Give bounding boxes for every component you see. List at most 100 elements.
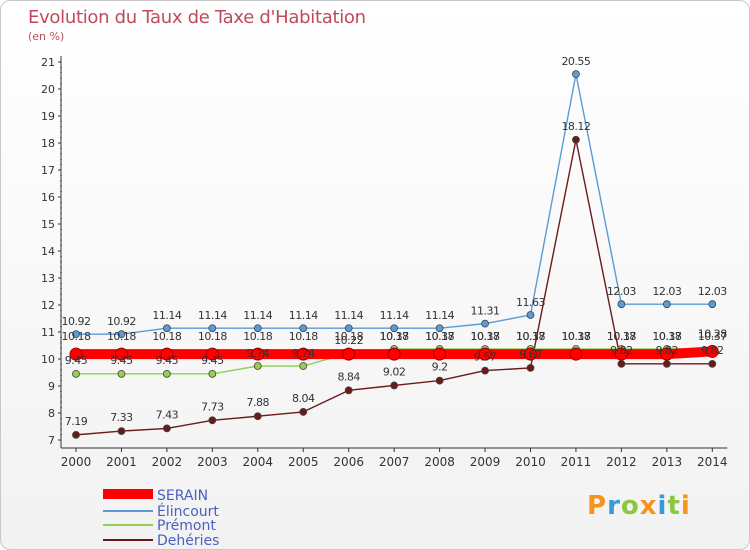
y-tick-label: 18 bbox=[41, 137, 55, 150]
data-point bbox=[478, 347, 492, 361]
data-label: 11.14 bbox=[289, 309, 318, 322]
x-tick-label: 2006 bbox=[333, 455, 364, 469]
y-tick-label: 7 bbox=[48, 434, 55, 447]
data-label: 9.02 bbox=[383, 365, 406, 378]
y-tick-label: 19 bbox=[41, 110, 55, 123]
data-point bbox=[390, 381, 399, 390]
x-tick-label: 2001 bbox=[106, 455, 137, 469]
data-point bbox=[708, 359, 717, 368]
data-label: 10.92 bbox=[62, 315, 91, 328]
data-point bbox=[253, 362, 262, 370]
y-tick-label: 11 bbox=[41, 326, 55, 339]
data-point bbox=[617, 359, 626, 368]
data-point bbox=[117, 427, 126, 435]
data-label: 10.37 bbox=[561, 330, 590, 343]
data-point bbox=[72, 430, 80, 439]
data-point bbox=[299, 408, 308, 416]
data-point bbox=[526, 311, 535, 319]
data-label: 10.18 bbox=[198, 330, 227, 343]
data-label: 11.31 bbox=[471, 305, 500, 318]
data-label: 9.45 bbox=[156, 354, 179, 367]
x-tick-label: 2013 bbox=[652, 455, 683, 469]
logo-letter: i bbox=[680, 491, 691, 521]
data-point bbox=[617, 300, 626, 309]
data-point bbox=[69, 347, 83, 361]
data-point bbox=[162, 424, 171, 433]
data-point bbox=[160, 347, 174, 361]
data-point bbox=[435, 324, 444, 333]
data-point bbox=[253, 324, 262, 333]
data-label: 10.18 bbox=[652, 330, 681, 343]
data-label: 11.14 bbox=[334, 309, 363, 322]
data-label: 7.88 bbox=[247, 396, 270, 409]
data-point bbox=[344, 324, 353, 333]
data-label: 9.82 bbox=[701, 344, 724, 357]
chart-unit: (en %) bbox=[28, 30, 65, 43]
data-point bbox=[251, 347, 265, 361]
data-label: 9.45 bbox=[65, 354, 88, 367]
x-tick-label: 2011 bbox=[561, 455, 592, 469]
data-point bbox=[708, 300, 717, 309]
data-label: 20.55 bbox=[561, 55, 590, 68]
data-point bbox=[614, 347, 628, 361]
x-tick-label: 2002 bbox=[152, 455, 183, 469]
data-label: 12.03 bbox=[698, 285, 727, 298]
x-tick-label: 2008 bbox=[424, 455, 455, 469]
logo-letter: P bbox=[587, 491, 608, 521]
proxiti-logo: Proxiti bbox=[587, 491, 691, 521]
data-point bbox=[299, 324, 308, 333]
data-point bbox=[208, 324, 217, 333]
data-label: 9.74 bbox=[292, 347, 315, 360]
data-point bbox=[208, 416, 217, 425]
x-tick-label: 2005 bbox=[288, 455, 319, 469]
data-label: 10.92 bbox=[107, 315, 136, 328]
x-tick-label: 2007 bbox=[379, 455, 410, 469]
data-label: 11.63 bbox=[516, 296, 545, 309]
data-label: 11.14 bbox=[243, 309, 272, 322]
logo-letter: r bbox=[607, 491, 621, 521]
y-tick-label: 14 bbox=[41, 245, 55, 258]
data-label: 10.28 bbox=[698, 327, 727, 340]
data-point bbox=[662, 300, 671, 309]
data-label: 10.18 bbox=[62, 330, 91, 343]
data-point bbox=[208, 369, 217, 378]
x-tick-label: 2004 bbox=[243, 455, 274, 469]
data-label: 12.03 bbox=[607, 285, 636, 298]
data-label: 10.37 bbox=[607, 330, 636, 343]
y-tick-label: 21 bbox=[41, 56, 55, 69]
data-point bbox=[117, 330, 126, 339]
y-tick-label: 10 bbox=[41, 353, 55, 366]
data-label: 7.33 bbox=[110, 411, 133, 424]
legend-label: Élincourt bbox=[157, 503, 219, 520]
data-label: 9.82 bbox=[610, 344, 633, 357]
data-label: 10.18 bbox=[152, 330, 181, 343]
data-point bbox=[481, 319, 489, 328]
data-label: 11.14 bbox=[152, 309, 181, 322]
data-point bbox=[572, 135, 580, 144]
data-label: 10.22 bbox=[334, 334, 363, 347]
legend-label: Prémont bbox=[157, 518, 216, 534]
data-point bbox=[72, 330, 80, 339]
data-label: 18.12 bbox=[561, 120, 590, 133]
data-label: 10.18 bbox=[516, 330, 545, 343]
data-label: 10.37 bbox=[698, 330, 727, 343]
data-label: 12.03 bbox=[652, 285, 681, 298]
y-tick-label: 15 bbox=[41, 218, 55, 231]
logo-letter: o bbox=[620, 491, 640, 521]
data-label: 10.18 bbox=[561, 330, 590, 343]
y-tick-label: 12 bbox=[41, 299, 55, 312]
data-label: 10.37 bbox=[425, 330, 454, 343]
legend-swatch bbox=[103, 489, 153, 499]
data-label: 9.82 bbox=[656, 344, 679, 357]
data-point bbox=[387, 347, 401, 361]
x-tick-label: 2012 bbox=[606, 455, 637, 469]
data-label: 10.18 bbox=[425, 330, 454, 343]
data-point bbox=[526, 364, 535, 372]
x-tick-label: 2010 bbox=[515, 455, 546, 469]
data-point bbox=[162, 324, 171, 333]
logo-letter: x bbox=[639, 491, 658, 521]
data-point bbox=[72, 369, 80, 378]
data-point bbox=[481, 366, 489, 375]
